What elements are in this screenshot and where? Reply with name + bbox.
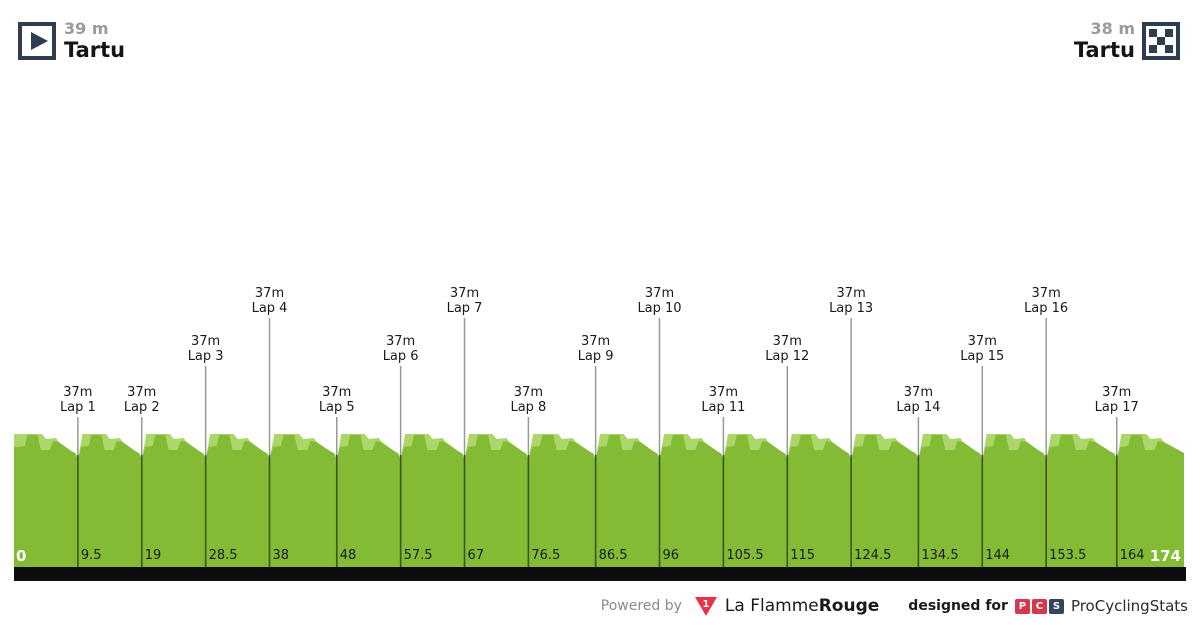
finish-checkered-icon (1142, 22, 1180, 60)
la-flamme-rouge-wordmark: La FlammeRouge (725, 596, 879, 616)
lfr-part1: La Flamme (724, 596, 819, 616)
pcs-letter-p: P (1014, 598, 1030, 614)
procyclingstats-wordmark: ProCyclingStats (1070, 597, 1188, 615)
start-header: 39 m Tartu (64, 19, 126, 63)
pcs-letter-s: S (1048, 598, 1064, 614)
pcs-logo: P C S (1014, 598, 1064, 614)
start-town: Tartu (64, 38, 126, 62)
start-elevation: 39 m (64, 19, 109, 38)
finish-header: 38 m Tartu (1073, 19, 1135, 63)
footer: Powered by 1 La FlammeRouge designed for… (601, 593, 1188, 619)
elevation-area-main (14, 435, 1184, 567)
powered-by-label: Powered by (600, 598, 682, 614)
la-flamme-rouge-icon: 1 (694, 596, 717, 616)
lfr-part2: Rouge (818, 596, 880, 616)
finish-elevation: 38 m (1090, 19, 1135, 38)
svg-text:1: 1 (702, 599, 709, 610)
start-flag-icon (18, 22, 56, 60)
pcs-letter-c: C (1031, 598, 1047, 614)
designed-for-label: designed for (908, 598, 1008, 614)
finish-town: Tartu (1073, 38, 1135, 62)
bottom-bar (14, 567, 1186, 581)
